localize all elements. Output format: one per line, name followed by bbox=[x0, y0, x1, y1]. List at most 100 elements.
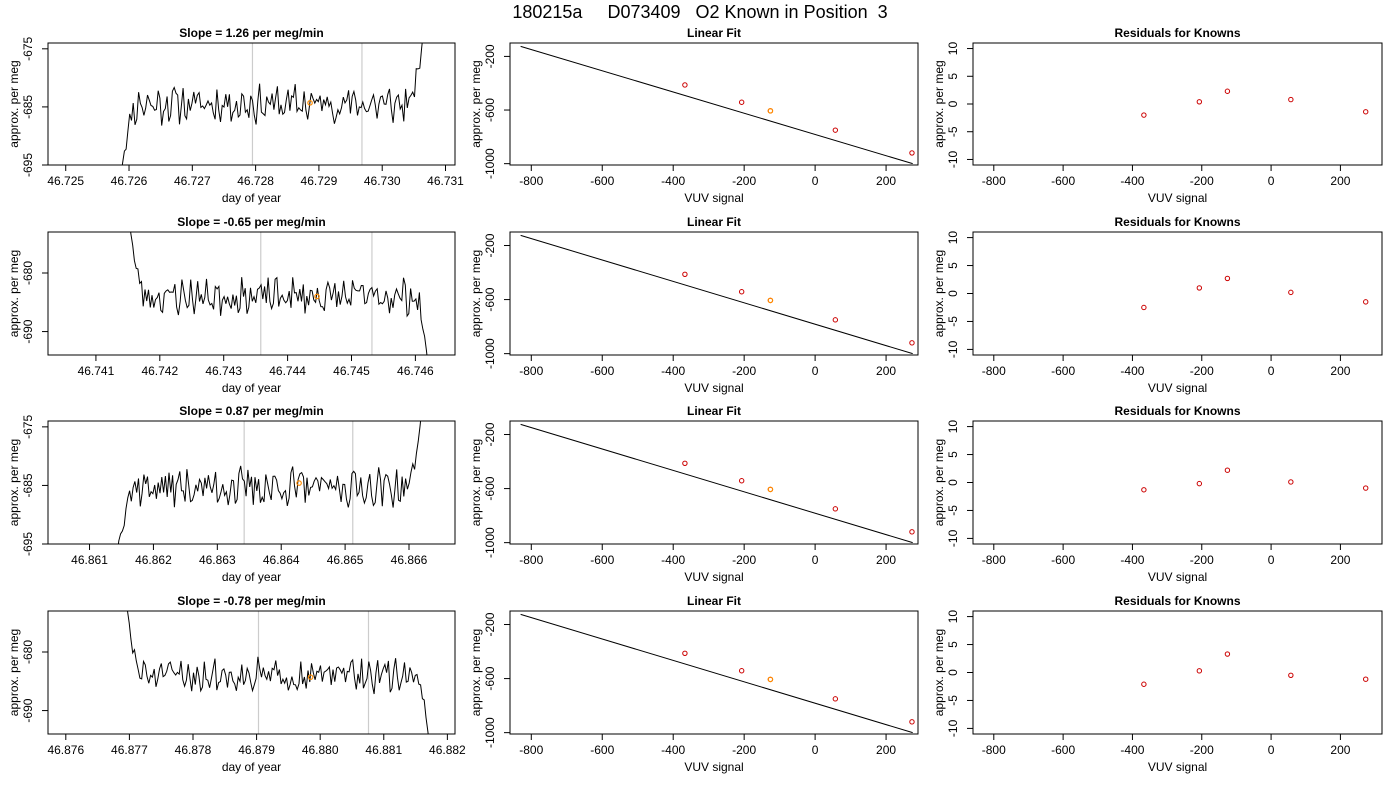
chart-3-xtick-label: 46.741 bbox=[78, 364, 115, 378]
chart-8-data-point bbox=[1141, 487, 1147, 493]
chart-7-ytick-label: -1000 bbox=[483, 527, 497, 558]
chart-0-xtick-label: 46.730 bbox=[364, 174, 401, 188]
chart-5-data-point bbox=[1288, 289, 1294, 296]
chart-7-ytick-label: -600 bbox=[483, 476, 497, 500]
chart-6-title: Slope = 0.87 per meg/min bbox=[179, 404, 323, 418]
chart-8-xtick-label: 200 bbox=[1330, 553, 1350, 567]
chart-2-ytick-label: -5 bbox=[946, 126, 960, 137]
chart-8-xtick-label: -600 bbox=[1051, 553, 1075, 567]
chart-1-data-point bbox=[682, 82, 688, 88]
chart-1-xtick-label: -200 bbox=[732, 174, 756, 188]
chart-11-xtick-label: -200 bbox=[1190, 743, 1214, 757]
chart-10-xtick-label: 200 bbox=[876, 743, 896, 757]
chart-11-ytick-label: 0 bbox=[946, 669, 960, 676]
chart-2-plot-frame bbox=[972, 42, 1383, 166]
chart-11-data-point bbox=[1363, 676, 1369, 682]
chart-5-ytick-label: 0 bbox=[946, 290, 960, 297]
chart-10-highlight-point bbox=[767, 676, 774, 683]
chart-5-ytick-label: -5 bbox=[946, 316, 960, 327]
chart-9-xtick-label: 46.879 bbox=[238, 743, 275, 757]
chart-0-trace-line bbox=[121, 43, 423, 165]
chart-1-xtick-label: -800 bbox=[519, 174, 543, 188]
chart-10-ytick-label: -1000 bbox=[483, 717, 497, 748]
chart-8-xtick-label: 0 bbox=[1268, 553, 1275, 567]
chart-8-xtick-label: -400 bbox=[1120, 553, 1144, 567]
chart-8-ytick-label: 5 bbox=[946, 451, 960, 458]
chart-1-ytick-label: -1000 bbox=[483, 148, 497, 179]
chart-11-data-point bbox=[1196, 668, 1203, 674]
chart-4-xtick-label: 0 bbox=[812, 364, 819, 378]
chart-10-xtick-label: -800 bbox=[519, 743, 543, 757]
chart-7-fit-line bbox=[520, 423, 913, 544]
chart-9-ylabel: approx. per meg bbox=[7, 629, 21, 716]
chart-5-xtick-label: -400 bbox=[1120, 364, 1144, 378]
chart-4-xtick-label: -400 bbox=[661, 364, 685, 378]
figure-title: 180215a D073409 O2 Known in Position 3 bbox=[512, 2, 888, 22]
chart-3-xtick-label: 46.743 bbox=[205, 364, 242, 378]
chart-1-highlight-point bbox=[767, 108, 774, 114]
chart-1-ytick-label: -600 bbox=[483, 98, 497, 122]
chart-11-ytick-label: -10 bbox=[946, 719, 960, 737]
chart-1-ytick-label: -200 bbox=[483, 44, 497, 68]
chart-0-ylabel: approx. per meg bbox=[7, 60, 21, 147]
chart-6-highlight-point bbox=[296, 480, 302, 486]
chart-11-data-point bbox=[1141, 681, 1147, 687]
chart-6-xlabel: day of year bbox=[222, 570, 281, 584]
chart-2-ylabel: approx. per meg bbox=[932, 60, 946, 147]
chart-7-ytick-label: -200 bbox=[483, 422, 497, 446]
chart-6-xtick-label: 46.862 bbox=[135, 553, 172, 567]
chart-5-data-point bbox=[1363, 299, 1369, 305]
chart-3-xlabel: day of year bbox=[222, 381, 281, 395]
chart-2-title: Residuals for Knowns bbox=[1114, 26, 1240, 40]
chart-11-ytick-label: 10 bbox=[946, 610, 960, 624]
chart-2-xlabel: VUV signal bbox=[1148, 191, 1207, 205]
chart-2-ytick-label: 10 bbox=[946, 42, 960, 56]
chart-11-xtick-label: 0 bbox=[1268, 743, 1275, 757]
chart-0-xtick-label: 46.728 bbox=[237, 174, 274, 188]
chart-1-plot-frame bbox=[509, 42, 919, 166]
chart-3-plot-frame bbox=[47, 231, 456, 356]
chart-7-data-point bbox=[832, 506, 839, 512]
chart-0-xtick-label: 46.729 bbox=[301, 174, 338, 188]
chart-3-xtick-label: 46.745 bbox=[333, 364, 370, 378]
chart-10-ytick-label: -200 bbox=[483, 612, 497, 636]
chart-8-ylabel: approx. per meg bbox=[932, 439, 946, 526]
chart-11-ylabel: approx. per meg bbox=[932, 629, 946, 716]
chart-2-xtick-label: 200 bbox=[1330, 174, 1350, 188]
chart-5-data-point bbox=[1141, 304, 1147, 311]
chart-8-plot-frame bbox=[972, 420, 1383, 545]
chart-5-ytick-label: 5 bbox=[946, 262, 960, 269]
chart-5-xtick-label: 0 bbox=[1268, 364, 1275, 378]
chart-0-xtick-label: 46.731 bbox=[427, 174, 464, 188]
chart-8-xlabel: VUV signal bbox=[1148, 570, 1207, 584]
chart-10-xtick-label: -600 bbox=[590, 743, 614, 757]
chart-2-ytick-label: 0 bbox=[946, 100, 960, 107]
chart-10-xtick-label: 0 bbox=[812, 743, 819, 757]
chart-10-xtick-label: -400 bbox=[661, 743, 685, 757]
chart-1-title: Linear Fit bbox=[687, 26, 741, 40]
chart-10-plot-frame bbox=[509, 610, 919, 735]
chart-2-xtick-label: -200 bbox=[1190, 174, 1214, 188]
chart-5-data-point bbox=[1224, 275, 1231, 282]
chart-6-ytick-label: -675 bbox=[21, 415, 35, 439]
chart-10-xtick-label: -200 bbox=[732, 743, 756, 757]
chart-2-data-point bbox=[1288, 96, 1294, 103]
chart-4-xtick-label: 200 bbox=[876, 364, 896, 378]
chart-11-xtick-label: -600 bbox=[1051, 743, 1075, 757]
chart-6-ylabel: approx. per meg bbox=[7, 439, 21, 526]
chart-0-xtick-label: 46.726 bbox=[111, 174, 148, 188]
chart-8-ytick-label: -10 bbox=[946, 529, 960, 547]
chart-3-ytick-label: -680 bbox=[21, 261, 35, 285]
chart-11-plot-frame bbox=[972, 610, 1383, 735]
chart-9-xlabel: day of year bbox=[222, 760, 281, 774]
chart-8-ytick-label: 0 bbox=[946, 479, 960, 486]
chart-9-xtick-label: 46.876 bbox=[47, 743, 84, 757]
chart-10-title: Linear Fit bbox=[687, 594, 741, 608]
chart-9-xtick-label: 46.881 bbox=[365, 743, 402, 757]
chart-9-xtick-label: 46.882 bbox=[429, 743, 466, 757]
chart-7-xtick-label: -600 bbox=[590, 553, 614, 567]
chart-5-xtick-label: 200 bbox=[1330, 364, 1350, 378]
chart-7-xtick-label: -200 bbox=[732, 553, 756, 567]
chart-2-data-point bbox=[1141, 112, 1147, 118]
chart-5-ytick-label: -10 bbox=[946, 340, 960, 358]
